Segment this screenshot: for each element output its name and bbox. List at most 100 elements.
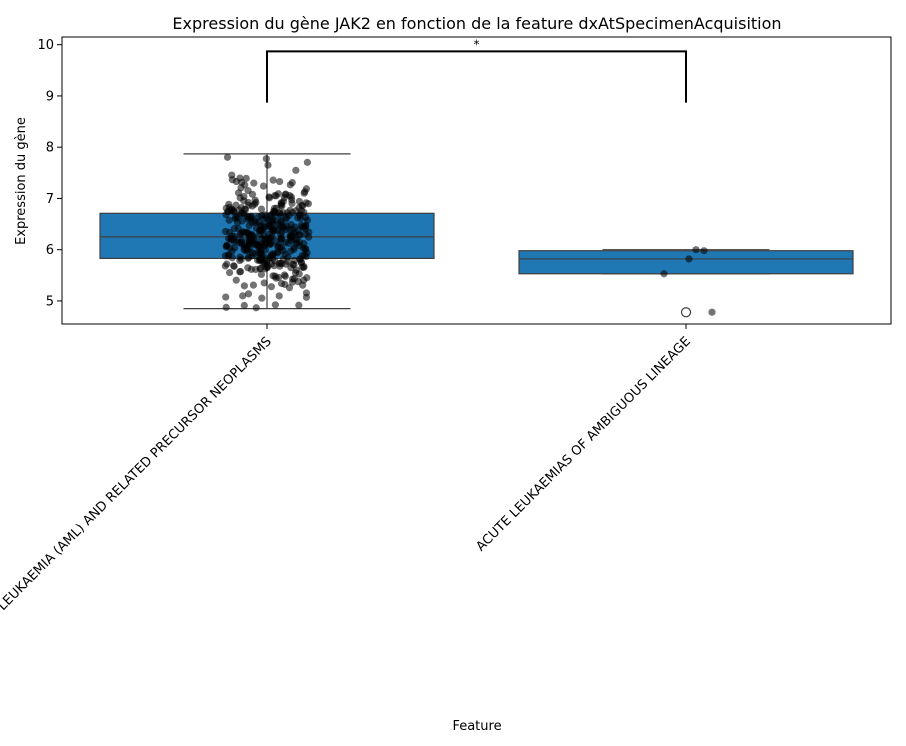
strip-point: [248, 238, 256, 246]
strip-point: [236, 253, 244, 261]
strip-point: [236, 174, 244, 182]
strip-point: [236, 194, 244, 202]
strip-point: [230, 262, 238, 270]
x-axis-label: Feature: [452, 719, 501, 734]
significance-label: *: [474, 37, 480, 51]
significance-bracket: [266, 50, 687, 103]
strip-point: [249, 281, 258, 289]
strip-point: [240, 282, 248, 290]
y-tick-label: 9: [46, 89, 54, 104]
strip-point: [300, 208, 308, 216]
y-tick-label: 8: [46, 141, 54, 156]
strip-point: [258, 226, 266, 234]
strip-point: [221, 252, 230, 260]
box: [518, 250, 854, 275]
strip-point: [692, 246, 700, 254]
strip-point: [288, 196, 296, 204]
y-tick-label: 7: [46, 192, 54, 207]
strip-point: [265, 193, 273, 201]
axes: 5 6 7 8 9 10 ACUTE MYELOID LEUKAEMIA (AML) AND…: [0, 38, 694, 691]
strip-point: [232, 276, 240, 284]
strip-point: [261, 246, 270, 254]
strip-point: [305, 233, 313, 241]
strip-point: [289, 260, 297, 269]
strip-point: [283, 209, 291, 217]
strip-point: [271, 192, 279, 200]
strip-point: [238, 217, 246, 225]
strip-point: [244, 254, 252, 262]
strip-point: [300, 240, 308, 248]
strip-point: [660, 270, 668, 278]
strip-point: [282, 190, 290, 198]
strip-point: [254, 243, 263, 251]
y-tick-label: 10: [37, 38, 54, 53]
x-tick-label: ACUTE LEUKAEMIAS OF AMBIGUOUS LINEAGE: [473, 334, 693, 554]
strip-point: [241, 205, 250, 214]
strip-point: [276, 262, 284, 270]
strip-point: [301, 188, 309, 196]
strip-point: [281, 272, 289, 280]
strip-point: [269, 207, 278, 216]
strip-point: [272, 274, 280, 282]
strip-point: [292, 166, 300, 174]
strip-point: [288, 209, 297, 217]
strip-point: [240, 228, 248, 236]
strip-point: [242, 174, 250, 182]
strip-point: [298, 202, 307, 210]
strip-point: [225, 216, 233, 224]
strip-point: [300, 222, 309, 231]
strip-point: [268, 223, 276, 231]
strip-point: [245, 221, 253, 230]
outlier-point: [680, 307, 692, 318]
strip-point: [274, 248, 282, 256]
strip-point: [259, 182, 268, 190]
strip-point: [225, 268, 234, 277]
strip-point: [244, 187, 252, 195]
strip-point: [250, 179, 258, 187]
strip-point: [261, 265, 269, 273]
strip-point: [272, 237, 280, 246]
strip-point: [295, 270, 303, 278]
strip-point: [223, 153, 232, 161]
strip-point: [295, 301, 303, 309]
strip-point: [300, 262, 308, 271]
strip-point: [284, 253, 292, 261]
strip-point: [236, 268, 244, 276]
strip-point: [258, 294, 266, 302]
strip-point: [269, 176, 277, 184]
strip-point: [239, 292, 247, 300]
strip-point: [303, 158, 311, 166]
strip-point: [271, 301, 279, 309]
strip-point: [279, 198, 287, 206]
strip-point: [261, 211, 269, 219]
strip-point: [294, 214, 302, 222]
strip-point: [290, 275, 298, 283]
strip-point: [302, 293, 311, 301]
strip-point: [222, 303, 230, 311]
strip-point: [252, 304, 260, 312]
strip-point: [260, 279, 268, 287]
strip-point: [288, 178, 296, 187]
plot-frame: [61, 36, 892, 325]
chart-title: Expression du gène JAK2 en fonction de l…: [172, 14, 781, 33]
strip-point: [237, 184, 245, 192]
strip-point: [244, 198, 252, 207]
strip-point: [267, 283, 275, 291]
strip-point: [281, 238, 290, 246]
strip-point: [276, 177, 284, 186]
strip-point: [282, 260, 290, 268]
strip-point: [282, 215, 290, 223]
y-axis-label: Expression du gène: [14, 117, 29, 245]
strip-point: [275, 292, 283, 300]
strip-point: [258, 221, 266, 229]
strip-point: [708, 308, 716, 316]
strip-point: [262, 155, 270, 163]
strip-point: [301, 245, 309, 254]
strip-point: [287, 236, 295, 244]
strip-point: [244, 290, 253, 298]
strip-point: [244, 264, 252, 272]
strip-point: [257, 270, 266, 279]
strip-point: [266, 253, 274, 261]
strip-point: [264, 161, 272, 169]
